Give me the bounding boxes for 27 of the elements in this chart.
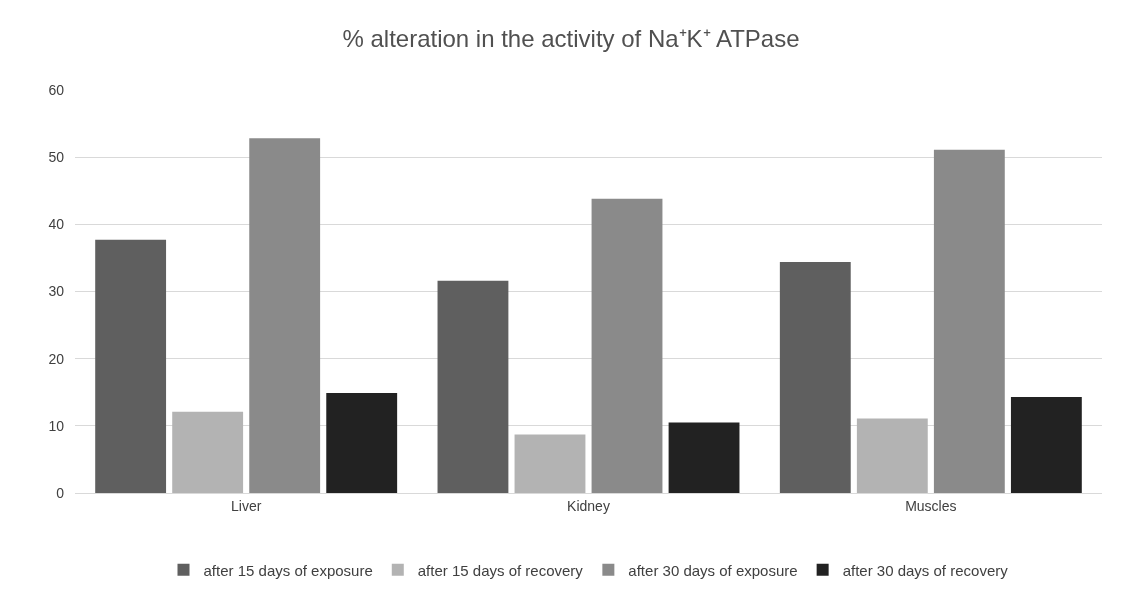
y-tick-label: 60 [48,81,65,98]
bar [933,149,1005,493]
bar [95,239,167,493]
legend-label: after 30 days of exposure [628,561,798,579]
y-tick-label: 30 [48,283,65,300]
x-tick-label: Kidney [567,497,610,514]
bar [514,434,586,493]
bar [668,422,740,493]
bar [856,418,928,493]
y-tick-label: 0 [56,484,65,501]
chart-title: % alteration in the activity of Na⁺K⁺ ATPase [342,24,800,52]
bar [249,138,321,493]
legend-label: after 30 days of recovery [842,561,1009,579]
y-tick-label: 10 [48,417,65,434]
bar [326,392,398,493]
bar [1010,396,1082,493]
x-tick-label: Muscles [905,497,957,514]
bar [172,411,244,493]
bar [779,261,851,493]
bar [437,280,509,493]
y-tick-label: 50 [48,149,65,166]
legend-label: after 15 days of exposure [203,561,373,579]
x-tick-label: Liver [230,497,262,514]
legend-label: after 15 days of recovery [417,561,584,579]
y-tick-label: 20 [48,350,65,367]
y-tick-label: 40 [48,216,65,233]
bar [591,198,663,493]
